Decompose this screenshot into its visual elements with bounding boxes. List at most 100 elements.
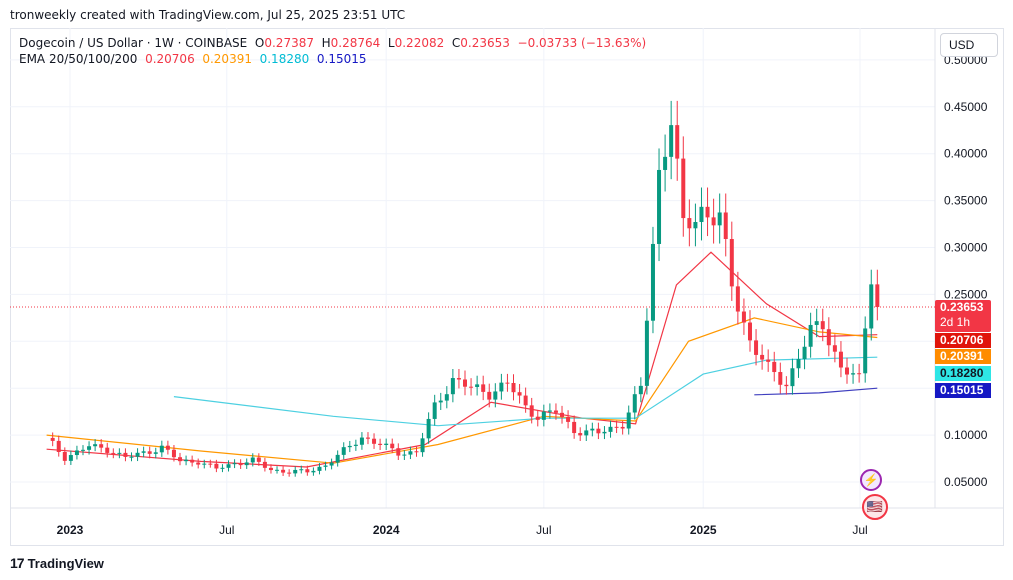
candle-body <box>796 359 801 369</box>
candle-body <box>287 472 292 474</box>
open-value: 0.27387 <box>264 36 314 50</box>
candle-body <box>663 156 668 170</box>
candle-body <box>438 400 443 403</box>
candle-body <box>317 466 322 471</box>
tradingview-logo-icon: 17 <box>10 555 25 571</box>
candle-body <box>566 416 571 422</box>
candle-body <box>523 395 528 406</box>
candle-body <box>293 469 298 474</box>
high-label: H <box>321 36 331 50</box>
candle-body <box>347 445 352 448</box>
ohlc-legend: Dogecoin / US Dollar · 1W · COINBASE O0.… <box>19 36 646 50</box>
candle-body <box>857 373 862 375</box>
candle-body <box>184 459 189 462</box>
candle-body <box>80 449 85 451</box>
candle-body <box>335 454 340 463</box>
ema200-tag: 0.15015 <box>935 383 991 398</box>
ema20-tag: 0.20706 <box>935 333 991 348</box>
candle-body <box>341 447 346 455</box>
x-tick-label: 2023 <box>57 523 84 537</box>
candle-body <box>262 461 267 468</box>
candle-body <box>190 459 195 463</box>
candle-body <box>444 394 449 401</box>
candle-body <box>226 464 231 468</box>
candle-body <box>214 463 219 469</box>
candle-body <box>450 378 455 395</box>
candle-body <box>784 384 789 387</box>
candle-body <box>754 340 759 355</box>
y-tick-label: 0.25000 <box>944 287 988 301</box>
currency-button[interactable]: USD <box>940 33 998 57</box>
candle-body <box>87 446 92 450</box>
candle-body <box>760 354 765 360</box>
candle-body <box>426 418 431 439</box>
candle-body <box>608 426 613 432</box>
candle-body <box>141 451 146 453</box>
candle-body <box>590 428 595 431</box>
candle-body <box>747 322 752 341</box>
candle-body <box>372 438 377 444</box>
candle-body <box>505 382 510 384</box>
candle-body <box>311 470 316 473</box>
x-tick-label: 2024 <box>373 523 400 537</box>
candle-body <box>244 462 249 466</box>
candle-body <box>147 451 152 454</box>
y-tick-label: 0.30000 <box>944 241 988 255</box>
candle-body <box>105 447 110 453</box>
tradingview-logo[interactable]: 17 TradingView <box>10 555 104 571</box>
change-value: −0.03733 (−13.63%) <box>517 36 647 50</box>
candle-body <box>99 444 104 448</box>
candle-body <box>256 457 261 462</box>
candle-body <box>602 431 607 434</box>
candle-body <box>475 384 480 387</box>
candle-body <box>650 243 655 321</box>
candle-body <box>135 452 140 457</box>
candle-body <box>820 321 825 330</box>
candle-body <box>553 410 558 413</box>
us-flag-icon[interactable]: 🇺🇸 <box>862 494 888 520</box>
candle-body <box>178 457 183 462</box>
candle-body <box>687 218 692 229</box>
candle-body <box>153 452 158 454</box>
candle-body <box>584 430 589 436</box>
candle-body <box>93 444 98 447</box>
candle-body <box>832 345 837 352</box>
candle-body <box>493 391 498 400</box>
candle-body <box>68 455 73 461</box>
candle-body <box>323 465 328 467</box>
candle-body <box>414 451 419 453</box>
candle-body <box>578 433 583 436</box>
candle-body <box>596 428 601 434</box>
y-tick-label: 0.10000 <box>944 428 988 442</box>
candle-body <box>614 426 619 428</box>
close-price-tag-value: 0.23653 <box>940 300 984 314</box>
candle-body <box>353 444 358 446</box>
candle-body <box>171 449 176 458</box>
candle-body <box>378 443 383 445</box>
lightning-icon[interactable]: ⚡ <box>860 469 882 491</box>
candle-body <box>220 467 225 469</box>
candle-body <box>766 359 771 362</box>
bar-countdown: 2d 1h <box>940 315 971 329</box>
x-tick-label: Jul <box>536 523 551 537</box>
ema50-tag: 0.20391 <box>935 349 991 364</box>
candle-body <box>196 462 201 465</box>
candle-body <box>560 412 565 417</box>
candle-body <box>669 125 674 157</box>
x-tick-label: Jul <box>852 523 867 537</box>
candle-body <box>838 351 843 368</box>
candle-body <box>547 410 552 412</box>
y-tick-label: 0.40000 <box>944 147 988 161</box>
ema-line <box>46 251 878 468</box>
candle-body <box>390 443 395 449</box>
close-price-tag: 0.23653 2d 1h <box>935 300 991 332</box>
candle-body <box>529 405 534 417</box>
ema-line <box>754 387 878 396</box>
ema50-value: 0.20391 <box>202 52 252 66</box>
candle-body <box>778 372 783 385</box>
candle-body <box>384 443 389 445</box>
price-chart[interactable]: 0.050000.100000.150000.200000.250000.300… <box>10 28 1004 546</box>
candle-body <box>359 437 364 445</box>
ema20-value: 0.20706 <box>145 52 195 66</box>
candle-body <box>487 391 492 400</box>
